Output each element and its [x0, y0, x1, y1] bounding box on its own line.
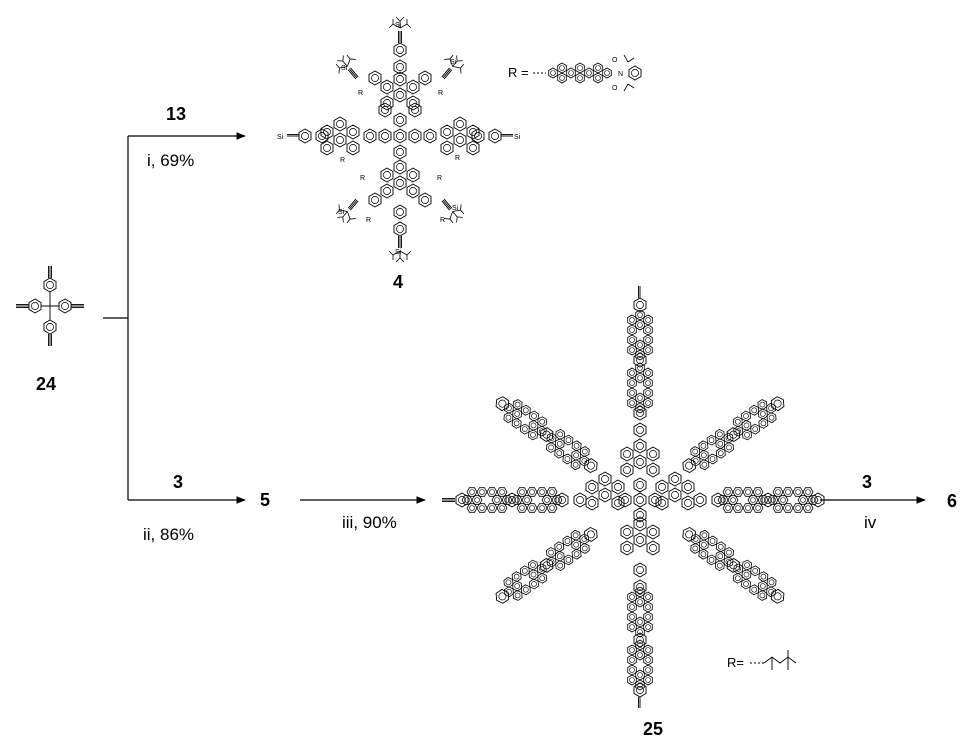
r-group-bottom: R=	[727, 650, 797, 670]
condition-i-label: i, 69%	[147, 151, 194, 170]
compound-25-label: 25	[643, 719, 663, 739]
r-label-5: R	[360, 175, 365, 182]
compound-24-structure	[16, 266, 84, 346]
si-label-right: Si	[514, 134, 521, 141]
r-group-top: R = O O N	[508, 54, 642, 92]
compound-4-structure: Si Si Si Si Si Si Si Si R	[277, 16, 521, 263]
compound-25-structure	[442, 286, 825, 708]
compound-6-label: 6	[947, 491, 957, 511]
svg-text:R =: R =	[508, 65, 529, 80]
branch-lines	[103, 132, 926, 504]
r-label-3: R	[340, 157, 345, 164]
svg-text:O: O	[612, 57, 618, 64]
si-label-tr: Si	[450, 59, 457, 66]
si-label-left: Si	[277, 134, 284, 141]
r-label-2: R	[438, 90, 443, 97]
svg-text:O: O	[612, 85, 618, 92]
r-label-6: R	[437, 175, 442, 182]
compound-4-label: 4	[393, 272, 403, 292]
reagent-3b-label: 3	[862, 472, 872, 492]
condition-ii-label: ii, 86%	[143, 525, 194, 544]
r-label-8: R	[440, 217, 445, 224]
si-label-br: Si	[452, 205, 459, 212]
si-label-top: Si	[395, 22, 402, 29]
r-label-1: R	[358, 90, 363, 97]
svg-text:R=: R=	[727, 655, 744, 670]
r-label-4: R	[455, 155, 460, 162]
reagent-13-label: 13	[166, 104, 186, 124]
compound-5-label: 5	[260, 490, 270, 510]
condition-iii-label: iii, 90%	[342, 513, 397, 532]
svg-text:N: N	[618, 71, 623, 78]
si-label-bottom: Si	[395, 249, 402, 256]
compound-24-label: 24	[36, 374, 56, 394]
condition-iv-label: iv	[864, 513, 877, 532]
r-label-7: R	[366, 217, 371, 224]
si-label-bl: Si	[338, 209, 345, 216]
si-label-tl: Si	[341, 65, 348, 72]
reagent-3-label: 3	[173, 472, 183, 492]
